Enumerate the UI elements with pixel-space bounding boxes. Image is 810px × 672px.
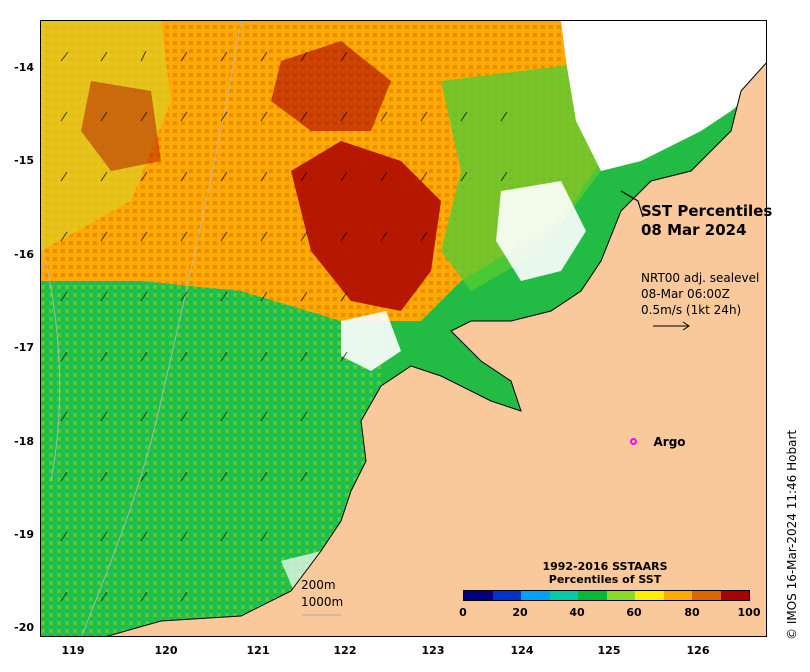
isobath-1000m-label: 1000m	[301, 595, 344, 609]
colorbar-swatch	[464, 591, 493, 600]
colorbar-swatch	[492, 591, 521, 600]
colorbar	[463, 590, 750, 601]
colorbar-swatch	[549, 591, 578, 600]
colorbar-swatch	[606, 591, 635, 600]
ocean-hotspot-3	[81, 81, 161, 171]
colorbar-swatch	[635, 591, 664, 600]
lon-tick-label: 119	[61, 644, 85, 657]
colorbar-title-line2: Percentiles of SST	[548, 573, 662, 586]
lon-tick-label: 120	[154, 644, 178, 657]
lon-tick-label: 123	[421, 644, 445, 657]
argo-float-marker[interactable]	[630, 438, 638, 446]
colorbar-swatch	[692, 591, 721, 600]
colorbar-swatch	[663, 591, 692, 600]
lat-tick-label: -17	[14, 341, 34, 354]
sst-map	[41, 21, 766, 636]
lat-tick-label: -18	[14, 435, 34, 448]
title-pointer	[620, 190, 644, 218]
ocean-hotspot	[291, 141, 441, 311]
lat-tick-label: -14	[14, 61, 34, 74]
lat-tick-label: -20	[14, 621, 34, 634]
colorbar-title-line1: 1992-2016 SSTAARS	[542, 560, 668, 573]
lon-tick-label: 122	[333, 644, 357, 657]
nodata-patch-mid	[341, 311, 401, 371]
current-time: 08-Mar 06:00Z	[641, 287, 730, 301]
lat-tick-label: -19	[14, 528, 34, 541]
ocean-field-east-green	[441, 61, 601, 291]
colorbar-tick: 0	[459, 606, 467, 619]
lon-tick-label: 125	[597, 644, 621, 657]
reference-arrow	[653, 321, 690, 331]
isobath-200m-label: 200m	[301, 578, 336, 592]
credit-text: © IMOS 16-Mar-2024 11:46 Hobart	[785, 429, 799, 640]
nodata-patch-ne	[561, 21, 766, 171]
colorbar-tick: 20	[512, 606, 528, 619]
current-source: NRT00 adj. sealevel	[641, 271, 760, 285]
colorbar-tick: 80	[684, 606, 700, 619]
lon-tick-label: 121	[246, 644, 270, 657]
colorbar-title: 1992-2016 SSTAARS Percentiles of SST	[500, 560, 710, 586]
current-scale: 0.5m/s (1kt 24h)	[641, 303, 742, 317]
isobath-1000m	[41, 240, 61, 482]
ocean-field-yellow	[41, 21, 171, 251]
current-vectors	[60, 50, 508, 602]
lon-tick-label: 124	[510, 644, 534, 657]
current-info: NRT00 adj. sealevel 08-Mar 06:00Z 0.5m/s…	[641, 270, 759, 318]
colorbar-swatch	[578, 591, 607, 600]
lat-tick-label: -15	[14, 154, 34, 167]
land-mass	[108, 63, 766, 636]
map-title-line1: SST Percentiles	[641, 202, 773, 220]
colorbar-tick: 60	[626, 606, 642, 619]
coastline	[106, 62, 766, 636]
map-title-date: 08 Mar 2024	[641, 221, 747, 239]
map-panel	[40, 20, 767, 637]
lat-tick-label: -16	[14, 248, 34, 261]
colorbar-tick: 40	[569, 606, 585, 619]
ocean-hotspot-2	[271, 41, 391, 131]
colorbar-swatch	[521, 591, 550, 600]
nodata-patch-east	[496, 181, 586, 281]
lon-tick-label: 126	[686, 644, 710, 657]
map-title: SST Percentiles 08 Mar 2024	[641, 202, 772, 240]
isobath-200m	[81, 21, 242, 636]
colorbar-swatch	[720, 591, 749, 600]
colorbar-tick: 100	[737, 606, 761, 619]
argo-label: Argo	[653, 434, 686, 449]
